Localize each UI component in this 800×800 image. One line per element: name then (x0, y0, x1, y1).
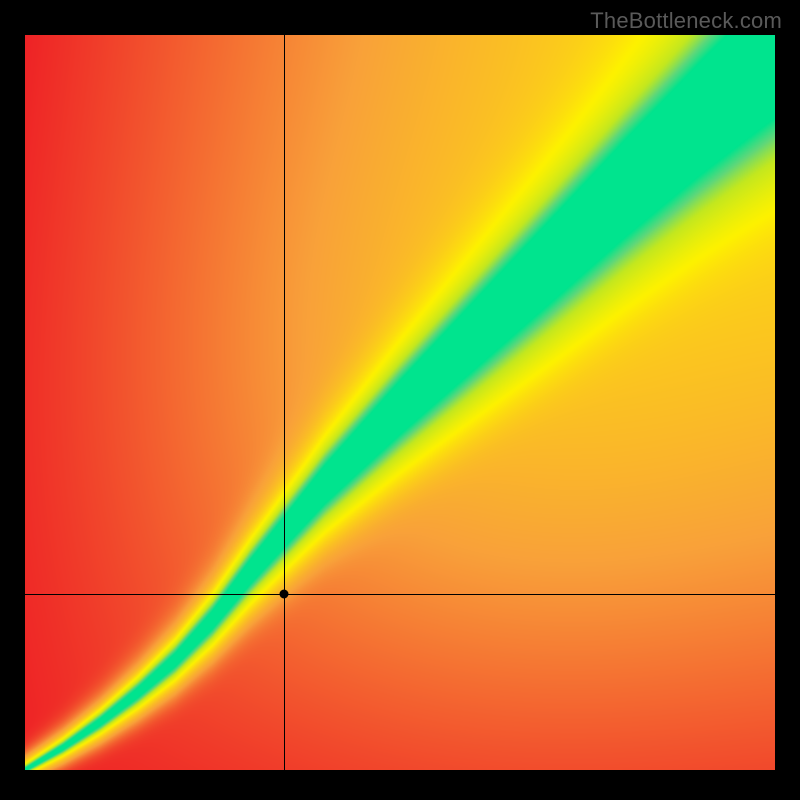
crosshair-vertical (284, 35, 285, 770)
crosshair-horizontal (25, 594, 775, 595)
watermark-text: TheBottleneck.com (590, 8, 782, 34)
chart-container: TheBottleneck.com (0, 0, 800, 800)
plot-area (25, 35, 775, 770)
heatmap-canvas (25, 35, 775, 770)
crosshair-point (279, 589, 288, 598)
